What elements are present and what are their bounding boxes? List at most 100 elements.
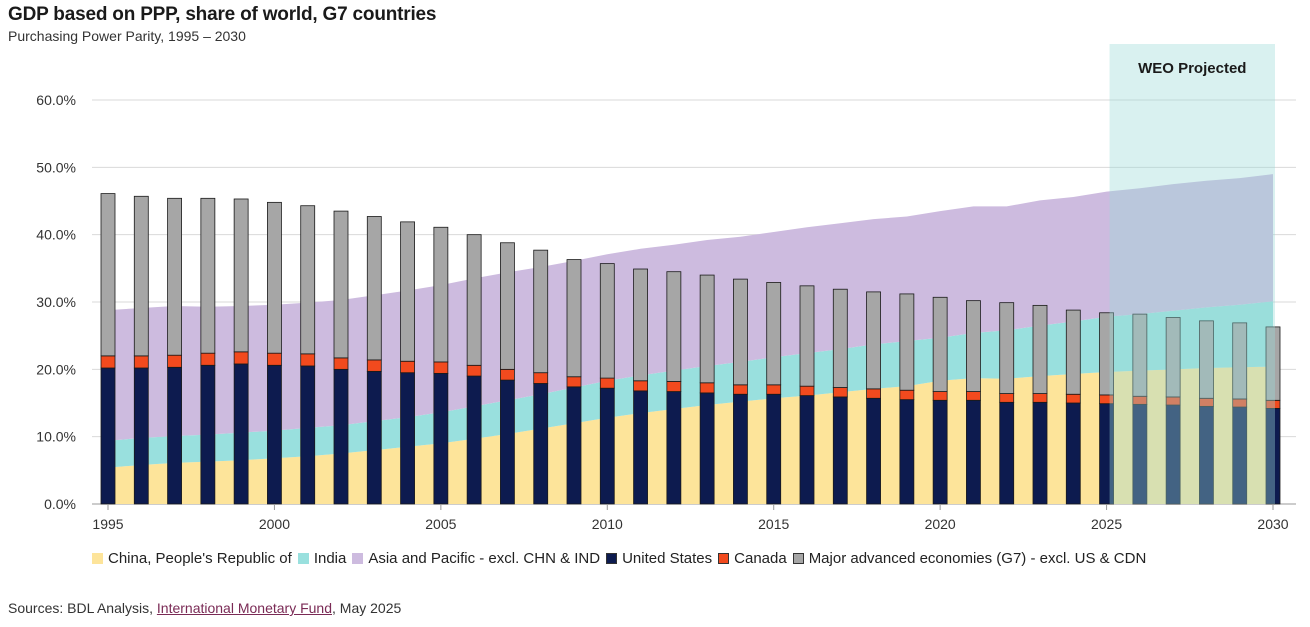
bar-s2-2006 — [466, 234, 482, 366]
area-series-1 — [108, 301, 1273, 468]
bar-s2-2011 — [633, 268, 648, 382]
bar-s1-2013 — [699, 382, 715, 394]
x-tick-label: 2020 — [925, 516, 956, 532]
bar-s1-2001 — [300, 353, 316, 367]
bar-s1-1996 — [133, 355, 149, 369]
source-suffix: , May 2025 — [332, 600, 402, 616]
x-tick-label: 2030 — [1257, 516, 1288, 532]
bar-s0-2019 — [899, 399, 915, 505]
legend-label: United States — [622, 550, 713, 567]
bar-s0-2013 — [699, 392, 715, 505]
legend-swatch — [92, 553, 103, 564]
bar-s0-2000 — [267, 364, 282, 505]
bar-s2-2009 — [566, 259, 582, 378]
bar-s1-2000 — [267, 352, 282, 366]
legend-swatch — [718, 553, 730, 564]
bar-s0-2009 — [566, 386, 582, 505]
bar-s2-2018 — [866, 291, 881, 390]
legend-label: India — [313, 550, 347, 567]
bar-s1-2020 — [932, 391, 948, 401]
bar-s1-1997 — [167, 354, 182, 368]
bar-s0-2006 — [466, 375, 482, 505]
bar-s1-2023 — [1032, 393, 1048, 403]
bar-s2-2000 — [267, 201, 282, 354]
bar-s1-2009 — [566, 376, 582, 388]
x-tick-label: 1995 — [92, 516, 123, 532]
bar-s2-2017 — [832, 288, 848, 388]
bar-s2-1995 — [100, 193, 116, 357]
bar-s2-2020 — [932, 296, 948, 392]
legend-swatch — [297, 553, 309, 564]
legend-item: China, People's Republic of — [92, 550, 292, 567]
bar-s0-2011 — [633, 390, 648, 505]
legend-label: Canada — [734, 550, 787, 567]
legend-item: Major advanced economies (G7) - excl. US… — [792, 550, 1146, 567]
bar-s2-2028 — [1199, 320, 1214, 399]
bar-s2-2010 — [599, 263, 615, 379]
bar-s2-2026 — [1132, 313, 1148, 397]
bar-s0-2016 — [799, 395, 815, 505]
legend-label: China, People's Republic of — [108, 550, 292, 567]
bar-s2-2012 — [666, 271, 682, 382]
bar-s1-2010 — [599, 377, 615, 389]
bar-s0-2007 — [500, 379, 515, 505]
bar-s0-2005 — [433, 372, 449, 505]
y-tick-label: 10.0% — [36, 429, 76, 445]
bar-s1-2003 — [366, 359, 382, 372]
bar-s0-2017 — [832, 396, 848, 505]
bar-s0-1995 — [100, 367, 116, 505]
bar-s2-2008 — [533, 249, 549, 374]
y-tick-label: 30.0% — [36, 294, 76, 310]
bar-s1-2014 — [733, 384, 748, 395]
legend-swatch — [792, 553, 804, 564]
legend-swatch — [606, 553, 618, 564]
bar-s0-2012 — [666, 391, 682, 505]
y-tick-label: 20.0% — [36, 361, 76, 377]
bar-s2-2025 — [1099, 312, 1114, 396]
bar-s2-1996 — [133, 195, 149, 357]
bar-s1-2022 — [999, 393, 1015, 403]
bar-s0-2002 — [333, 368, 349, 505]
bar-s0-2015 — [766, 393, 782, 505]
legend-item: Asia and Pacific - excl. CHN & IND — [352, 550, 600, 567]
chart-subtitle: Purchasing Power Parity, 1995 – 2030 — [8, 28, 246, 44]
bar-s2-2030 — [1265, 326, 1281, 401]
bar-s0-1997 — [167, 366, 182, 505]
bar-s2-2014 — [733, 278, 748, 386]
bar-s2-2003 — [366, 216, 382, 361]
x-tick-label: 2005 — [425, 516, 456, 532]
bar-s1-2011 — [633, 380, 648, 392]
bar-s1-2002 — [333, 357, 349, 370]
bar-s2-1999 — [233, 198, 249, 353]
bar-s0-2001 — [300, 365, 316, 505]
bar-s0-1998 — [200, 364, 216, 505]
bar-s0-2018 — [866, 397, 881, 505]
bar-s2-2021 — [966, 300, 981, 392]
y-tick-label: 50.0% — [36, 159, 76, 175]
bar-s0-2003 — [366, 370, 382, 505]
legend-label: Asia and Pacific - excl. CHN & IND — [368, 550, 601, 567]
bar-s0-2010 — [599, 387, 615, 505]
bar-s2-2001 — [300, 205, 316, 355]
area-series-2 — [108, 174, 1273, 441]
bar-s0-2022 — [999, 401, 1015, 505]
source-prefix: Sources: BDL Analysis, — [8, 600, 157, 616]
bar-s2-2022 — [999, 302, 1015, 394]
bar-s1-2006 — [466, 364, 482, 377]
bar-s1-1995 — [100, 355, 116, 369]
bar-s0-2021 — [966, 399, 981, 505]
gdp-share-chart: 0.0% 10.0% 20.0% 30.0% 40.0% 50.0% 60.0% WEO Pr… — [36, 44, 1296, 532]
bar-s1-2021 — [966, 391, 981, 401]
bar-s0-2008 — [533, 383, 549, 505]
y-tick-label: 60.0% — [36, 92, 76, 108]
bar-s1-2016 — [799, 385, 815, 397]
bar-s0-1999 — [233, 363, 249, 505]
y-tick-label: 0.0% — [44, 496, 76, 512]
bar-s1-2004 — [400, 360, 415, 374]
bar-s2-2002 — [333, 210, 349, 359]
bar-s0-2014 — [733, 393, 748, 505]
bar-s2-2029 — [1232, 322, 1248, 400]
bar-s1-2007 — [500, 368, 515, 381]
bar-s2-2016 — [799, 285, 815, 387]
imf-source-link[interactable]: International Monetary Fund — [156, 600, 332, 616]
